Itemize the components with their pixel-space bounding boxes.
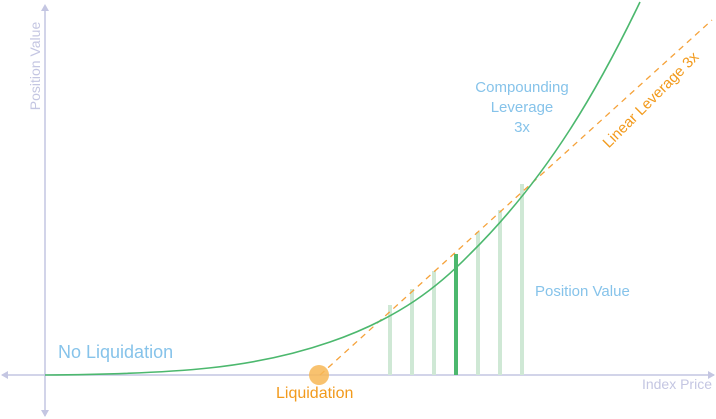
position-value-bars [388,184,524,375]
compounding-label-line3: 3x [514,119,530,136]
liquidation-label: Liquidation [276,385,354,402]
compounding-leverage-curve [44,1,641,376]
x-axis-arrow-right [708,371,715,379]
x-axis-arrow-left [1,371,8,379]
linear-leverage-line [319,19,713,376]
no-liquidation-label: No Liquidation [58,342,174,362]
liquidation-dot [309,365,329,385]
compounding-leverage-label: Compounding Leverage 3x [475,78,568,138]
position-value-label: Position Value [535,283,630,300]
y-axis-arrow-bottom [41,410,49,417]
compounding-label-line2: Leverage [490,99,554,116]
x-axis-label: Index Price [641,376,712,392]
compounding-label-line1: Compounding [475,79,569,96]
y-axis-arrow-top [41,4,49,11]
y-axis-label: Position Value [27,21,43,111]
